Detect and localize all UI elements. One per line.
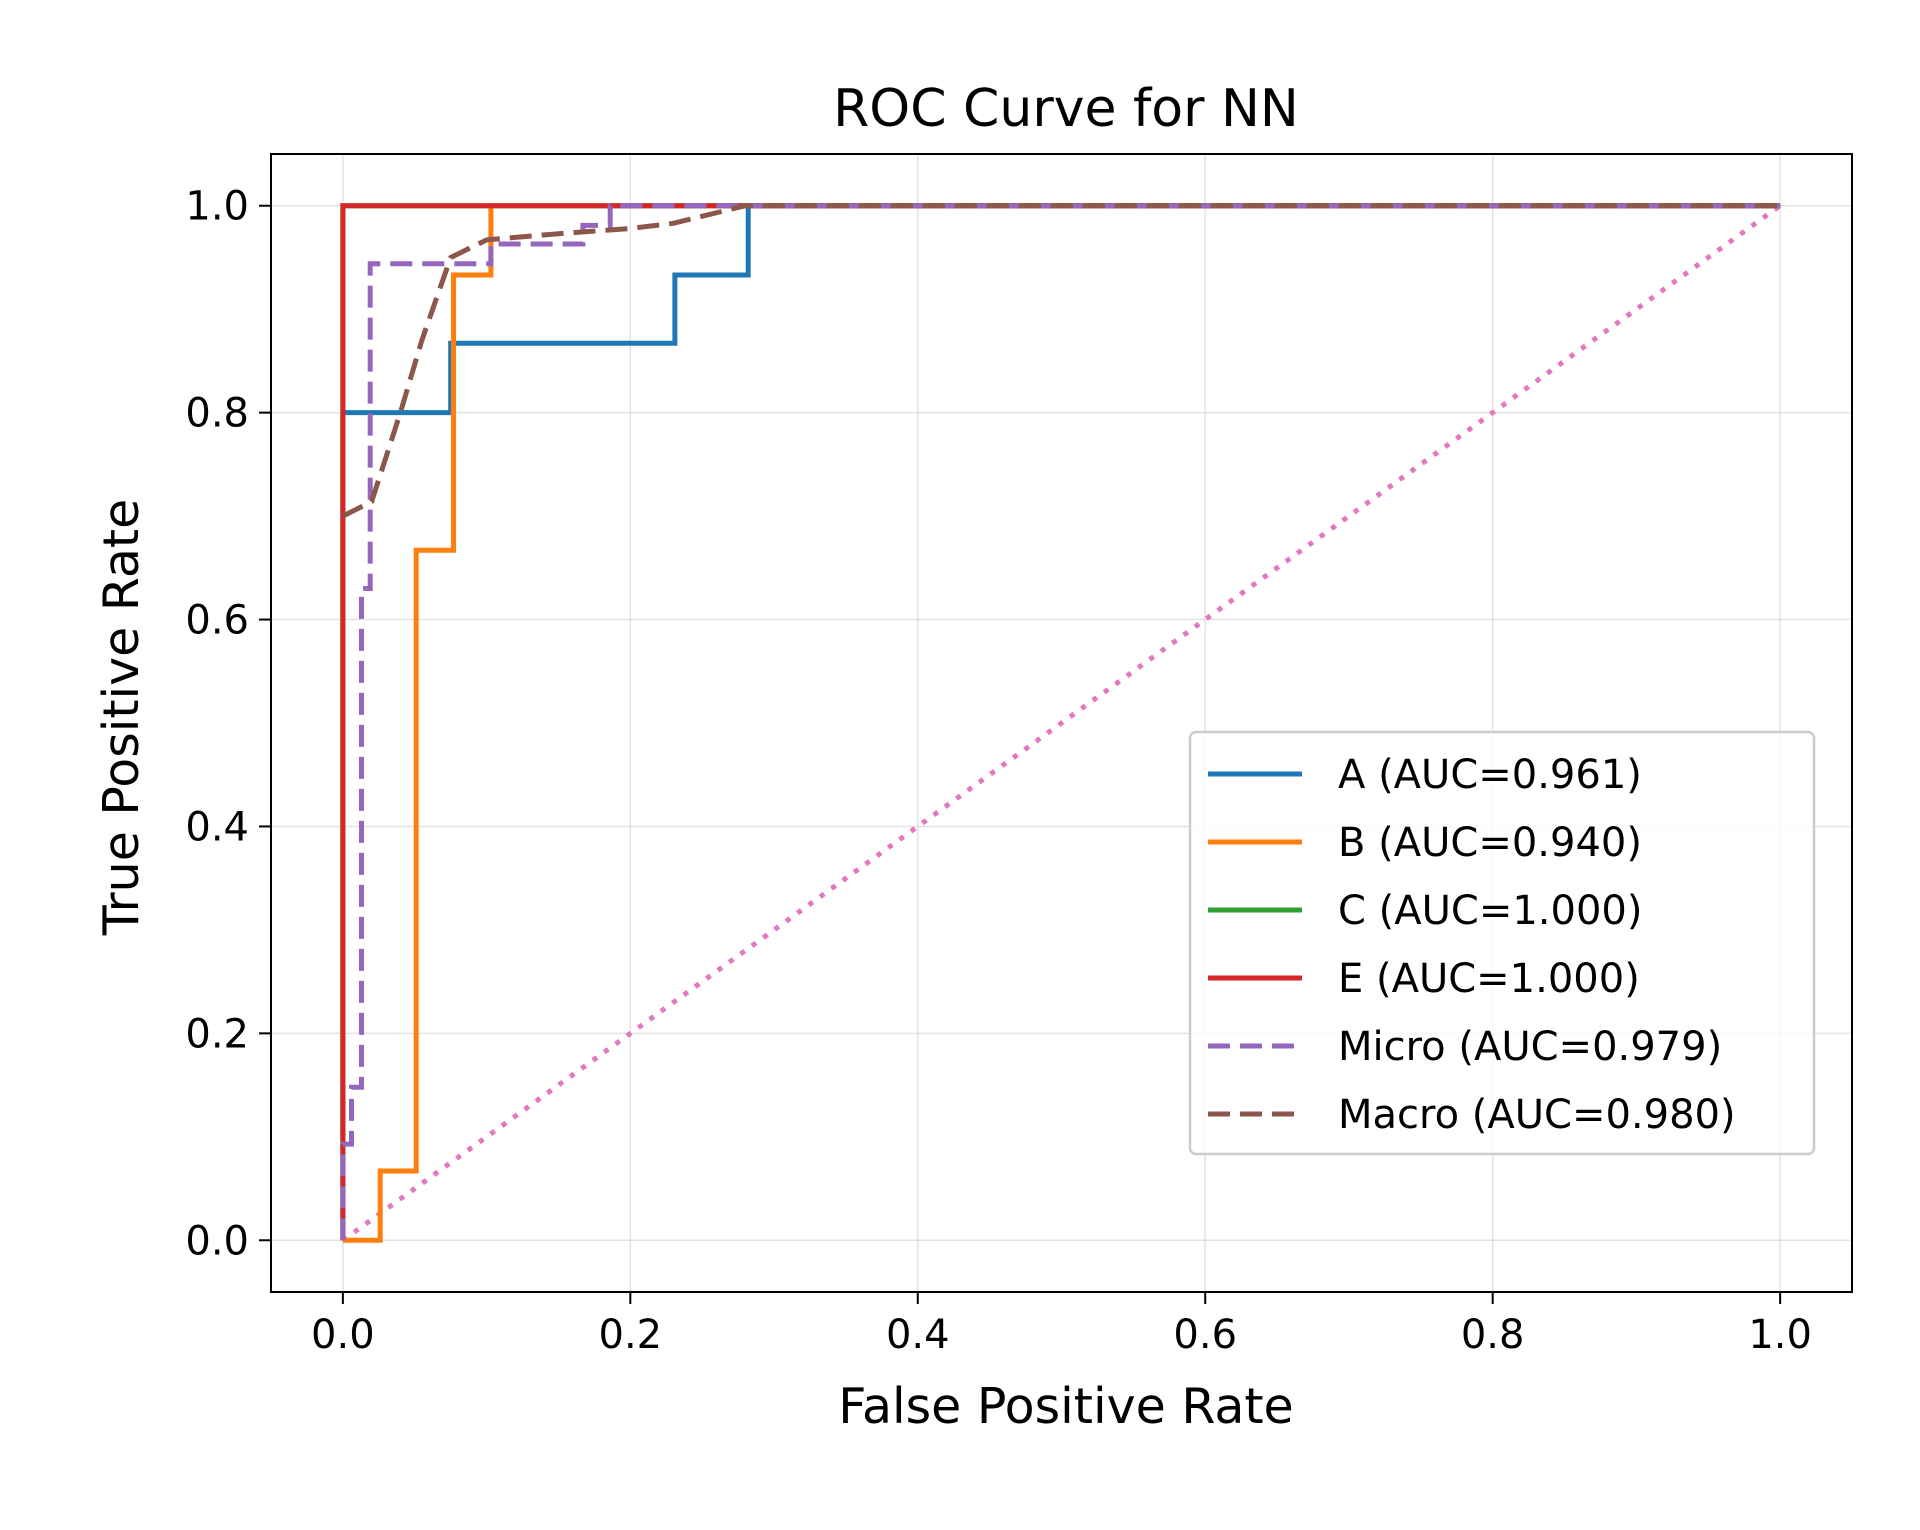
legend-label: B (AUC=0.940) — [1338, 820, 1642, 866]
plot-frame — [270, 153, 1853, 1293]
x-tick-label: 0.6 — [1173, 1312, 1237, 1358]
legend-label: Micro (AUC=0.979) — [1338, 1024, 1722, 1070]
y-tick-label: 1.0 — [185, 184, 249, 230]
x-axis-label: False Positive Rate — [838, 1378, 1293, 1435]
x-tick-label: 0.4 — [886, 1312, 950, 1358]
legend-label: A (AUC=0.961) — [1338, 752, 1642, 798]
series-line-micro — [340, 203, 1781, 1241]
x-tick-label: 0.2 — [599, 1312, 663, 1358]
x-tick-label: 0.8 — [1461, 1312, 1525, 1358]
legend-label: C (AUC=1.000) — [1338, 888, 1642, 934]
legend: A (AUC=0.961) B (AUC=0.940) C (AUC=1.000) E… — [1188, 730, 1816, 1156]
y-tick-label: 0.8 — [185, 391, 249, 437]
series-line-a — [340, 203, 1781, 1241]
x-tick-label: 0.0 — [311, 1312, 375, 1358]
axis-ticks: 0.0 0.2 0.4 0.6 0.8 1.0 0.0 0.2 0.4 0.6 0.8 1.0 — [185, 184, 1812, 1358]
y-tick-label: 0.0 — [185, 1218, 249, 1264]
series-lines — [340, 203, 1782, 1243]
chart-title: ROC Curve for NN — [833, 79, 1299, 139]
grid — [271, 154, 1852, 1292]
x-tick-label: 1.0 — [1748, 1312, 1812, 1358]
y-tick-label: 0.6 — [185, 598, 249, 644]
legend-label: E (AUC=1.000) — [1338, 956, 1640, 1002]
y-tick-label: 0.2 — [185, 1011, 249, 1057]
legend-label: Macro (AUC=0.980) — [1338, 1092, 1736, 1138]
y-axis-label: True Positive Rate — [93, 499, 150, 936]
series-line-macro — [341, 203, 1781, 519]
y-tick-label: 0.4 — [185, 804, 249, 850]
series-line-chance — [341, 203, 1782, 1243]
legend-box — [1188, 730, 1816, 1156]
